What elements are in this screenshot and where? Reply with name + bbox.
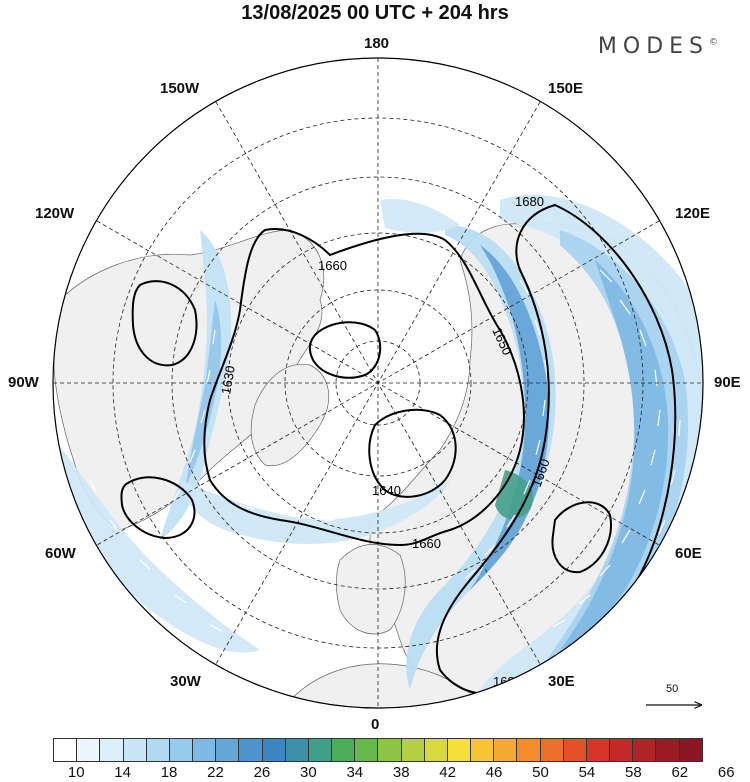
colorbar-cell [285, 739, 309, 761]
lon-label-90w: 90W [8, 374, 39, 391]
contour-closed-atlantic [120, 476, 196, 540]
colorbar-cell [355, 739, 379, 761]
colorbar-cell [610, 739, 634, 761]
colorbar-tick-label: 54 [578, 764, 596, 781]
lon-label-90e: 90E [714, 374, 741, 391]
colorbar-cell [193, 739, 217, 761]
colorbar-cell [540, 739, 564, 761]
map-border [52, 57, 704, 709]
lon-label-120e: 120E [675, 205, 711, 222]
lon-label-60w: 60W [45, 545, 76, 562]
lon-label-30e: 30E [548, 673, 575, 690]
colorbar-cell [471, 739, 495, 761]
colorbar-cell [401, 739, 425, 761]
jet-core-max [495, 470, 534, 520]
colorbar-tick-label: 66 [717, 764, 735, 781]
colorbar-cell [447, 739, 472, 761]
colorbar-cell [54, 739, 78, 761]
colorbar-cell [123, 739, 147, 761]
colorbar-tick-label: 50 [532, 764, 549, 781]
lon-label-60e: 60E [675, 545, 702, 562]
colorbar-tick-label: 26 [253, 764, 271, 781]
lon-label-0: 0 [371, 716, 380, 733]
lon-label-30w: 30W [170, 673, 201, 690]
colorbar-tick-label: 58 [625, 764, 642, 781]
colorbar-tick-label: 10 [67, 764, 85, 781]
meridians [53, 58, 703, 708]
colorbar-cell [308, 739, 333, 761]
colorbar-cell [169, 739, 194, 761]
colorbar-cell [378, 739, 402, 761]
colorbar-cell [146, 739, 170, 761]
colorbar-cell [77, 739, 101, 761]
contour-label: 1640 [372, 483, 401, 498]
colorbar-tick-label: 22 [207, 764, 224, 781]
colorbar-tick-label: 46 [485, 764, 503, 781]
contour-label: 1680 [515, 194, 544, 209]
colorbar-cell [216, 739, 240, 761]
contour-1680-right [435, 203, 677, 695]
colorbar-tick-label: 18 [160, 764, 178, 781]
colorbar-tick-label: 62 [671, 764, 689, 781]
map-title: 13/08/2025 00 UTC + 204 hrs [241, 2, 509, 24]
colorbar-tick-label: 42 [439, 764, 456, 781]
colorbar [53, 738, 703, 762]
brand-logo: MODES© [597, 34, 718, 59]
colorbar-cell [656, 739, 680, 761]
lon-label-180: 180 [364, 35, 390, 52]
colorbar-cell [424, 739, 448, 761]
contour-label: 1660 [318, 258, 347, 273]
contour-1660-ring [203, 228, 525, 547]
colorbar-tick-label: 30 [300, 764, 317, 781]
colorbar-tick-label: 38 [392, 764, 410, 781]
colorbar-cell [494, 739, 518, 761]
colorbar-cell [100, 739, 124, 761]
colorbar-cell [262, 739, 286, 761]
geopotential-contours [120, 203, 677, 695]
colorbar-tick-label: 14 [114, 764, 131, 781]
colorbar-tick-label: 34 [346, 764, 364, 781]
lon-label-120w: 120W [35, 205, 75, 222]
colorbar-cell [563, 739, 587, 761]
colorbar-cell [679, 739, 702, 761]
lon-label-150w: 150W [160, 80, 200, 97]
contour-label: 1660 [412, 536, 441, 551]
contour-closed-60e [551, 501, 612, 574]
contour-1640 [368, 408, 457, 498]
greenland-land [250, 363, 329, 467]
contour-label: 1630 [218, 364, 238, 395]
contour-closed-arctic [308, 321, 382, 379]
colorbar-cell [633, 739, 657, 761]
reference-vector-label: 50 [666, 683, 679, 695]
colorbar-cell [332, 739, 356, 761]
colorbar-cell [586, 739, 611, 761]
lon-label-150e: 150E [548, 80, 584, 97]
colorbar-cell [239, 739, 263, 761]
colorbar-cell [517, 739, 541, 761]
contour-closed-north-america [131, 280, 198, 367]
